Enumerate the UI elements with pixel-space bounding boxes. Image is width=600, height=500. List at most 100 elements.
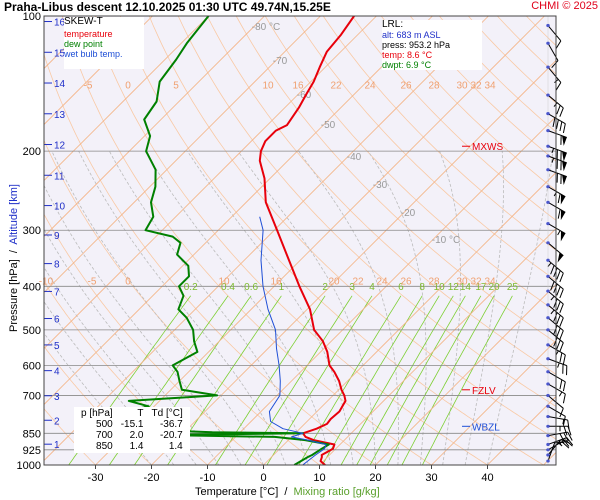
moist-adiabat-line (367, 150, 427, 465)
wind-barb-staff (547, 405, 566, 417)
isotherm-line (44, 16, 209, 182)
legend: SKEW-T temperature dew point wet bulb te… (64, 17, 144, 69)
isotherm-label: 10 (218, 276, 230, 287)
dry-adiabat-line (206, 16, 556, 375)
wind-barb-staff (547, 437, 567, 445)
altitude-tick-label: 15 (54, 48, 66, 59)
wind-barb (546, 382, 566, 404)
isotherm-label: -5 (84, 80, 93, 91)
wind-barb-half-feather (558, 391, 563, 397)
altitude-tick-label: 6 (54, 315, 60, 326)
isotherm-label: 26 (400, 276, 412, 287)
wind-barb-staff (547, 431, 568, 437)
table-row: 850 1.4 1.4 (77, 441, 187, 452)
pressure-tick-label: 600 (23, 360, 41, 372)
mixing-ratio-line (386, 295, 482, 465)
moist-adiabat-line (298, 150, 399, 465)
wind-barb-feather (559, 342, 564, 352)
isotherm-label: 28 (428, 80, 440, 91)
wind-barb (546, 357, 568, 376)
isotherm-line (44, 16, 265, 238)
isotherm-label: 10 (262, 80, 274, 91)
mixing-ratio-label: 0.2 (184, 282, 198, 293)
isotherm-label: 0 (125, 276, 131, 287)
mixing-ratio-line (422, 295, 513, 465)
wind-barb-feather (563, 426, 568, 436)
table-row: 500 -15.1 -36.7 (77, 419, 187, 430)
legend-wetbulb: wet bulb temp. (64, 49, 123, 59)
level-marker-label: MXWS (472, 142, 503, 153)
wind-barb-pennant (562, 135, 567, 146)
lrl-info: LRL: alt: 683 m ASL press: 953.2 hPa tem… (382, 20, 482, 70)
wind-barb-feather (559, 408, 564, 418)
dry-adiabat-line (235, 16, 556, 344)
wind-barb-feather (557, 193, 561, 204)
pressure-tick-label: 300 (23, 225, 41, 237)
altitude-tick-label: 14 (54, 79, 66, 90)
lrl-title: LRL: (382, 19, 404, 30)
wind-barb-half-feather (562, 419, 565, 425)
wind-barb-feather (553, 312, 558, 322)
mixing-ratio-line (340, 295, 440, 465)
wind-barb-feather (562, 393, 566, 404)
moist-adiabat-label: -30 (373, 180, 388, 191)
x-axis-label-temp: Temperature [°C] (195, 486, 279, 498)
wind-barb-staff (547, 25, 562, 42)
wetbulb-line (259, 216, 327, 465)
wind-barb-feather (556, 270, 561, 280)
wind-barb-pennant (557, 252, 564, 263)
temperature-tick-label: 40 (481, 472, 493, 484)
mixing-ratio-label: 8 (419, 282, 425, 293)
wind-barb-feather (556, 339, 561, 350)
wind-barb-staff (547, 371, 566, 383)
credit-label: CHMI © 2025 (531, 0, 598, 12)
isotherm-label: 24 (376, 276, 388, 287)
mixing-ratio-line (369, 295, 466, 465)
temperature-tick-label: -10 (200, 472, 216, 484)
altitude-tick-label: 7 (54, 287, 60, 298)
wind-barb (546, 370, 566, 392)
wind-barb-staff (547, 66, 562, 83)
wind-barb-feather (566, 437, 574, 446)
altitude-tick-label: 1 (54, 440, 60, 451)
mixing-ratio-label: 2 (322, 282, 328, 293)
moist-adiabat-label: -50 (321, 120, 336, 131)
mixing-ratio-line (266, 295, 373, 465)
wind-barb-feather (555, 40, 562, 50)
isotherm-line (44, 16, 433, 406)
level-marker-label: WBZL (472, 422, 500, 433)
wind-barb (546, 437, 574, 447)
temperature-tick-label: 10 (313, 472, 325, 484)
mixing-ratio-label: 0.6 (244, 282, 258, 293)
isotherm-label: 24 (364, 80, 376, 91)
isotherms (44, 16, 556, 465)
table-header-row: p [hPa] T Td [°C] (77, 408, 187, 419)
wind-barb-staff (547, 439, 566, 451)
table-cell: 1.4 (168, 441, 183, 452)
isotherm-line (44, 16, 489, 462)
table-row: 700 2.0 -20.7 (77, 430, 187, 441)
table-cell: 2.0 (129, 430, 144, 441)
altitude-tick-label: 9 (54, 231, 60, 242)
altitude-tick-label: 10 (54, 202, 66, 213)
wind-barb-feather (552, 117, 556, 128)
temperature-tick-label: 30 (425, 472, 437, 484)
mixing-ratio-label: 20 (488, 282, 500, 293)
wind-barb-feather (555, 82, 562, 91)
table-cell: -36.7 (159, 419, 183, 430)
mixing-ratio-line (215, 295, 326, 465)
legend-title: SKEW-T (64, 16, 103, 27)
wind-barb-feather (567, 419, 570, 430)
wind-barb-half-feather (558, 440, 562, 446)
wind-barb-pennant (560, 231, 566, 242)
wind-barb (546, 144, 567, 162)
wind-barb-feather (559, 330, 564, 340)
wind-barb-staff (547, 358, 567, 367)
plot-frame (43, 15, 557, 466)
chart-title: Praha-Libus descent 12.10.2025 01:30 UTC… (4, 0, 331, 14)
isotherm-label: 22 (352, 276, 364, 287)
isotherm-label: 30 (456, 276, 468, 287)
wind-barb-pennant (562, 151, 567, 162)
isotherm-label: 16 (270, 276, 282, 287)
